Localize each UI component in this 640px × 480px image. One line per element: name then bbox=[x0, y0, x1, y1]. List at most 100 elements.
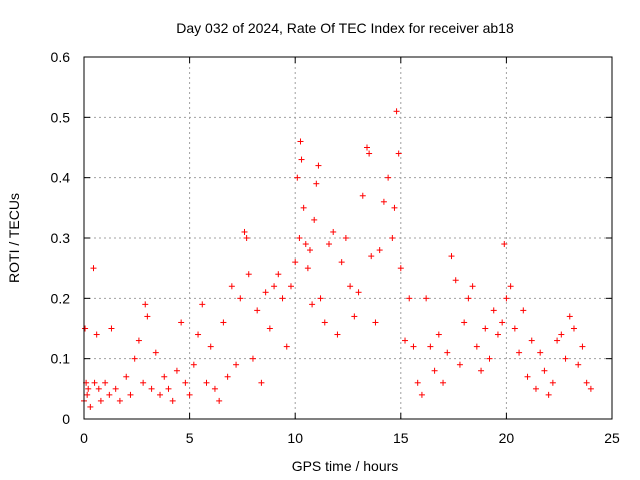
data-point bbox=[220, 319, 227, 326]
data-point bbox=[366, 150, 373, 157]
data-point bbox=[237, 295, 244, 302]
data-point bbox=[271, 283, 278, 290]
data-point bbox=[524, 373, 531, 380]
data-point bbox=[266, 325, 273, 332]
data-point bbox=[448, 253, 455, 260]
data-point bbox=[127, 391, 134, 398]
data-point bbox=[91, 379, 98, 386]
data-point bbox=[501, 241, 508, 248]
data-point bbox=[233, 361, 240, 368]
data-point bbox=[494, 331, 501, 338]
data-point bbox=[391, 204, 398, 211]
data-point bbox=[317, 295, 324, 302]
data-point bbox=[351, 313, 358, 320]
data-point bbox=[245, 271, 252, 278]
data-point bbox=[195, 331, 202, 338]
data-point bbox=[306, 247, 313, 254]
data-point bbox=[423, 295, 430, 302]
data-point bbox=[216, 397, 223, 404]
y-tick-label: 0.3 bbox=[51, 230, 71, 246]
data-point bbox=[311, 216, 318, 223]
data-point bbox=[406, 295, 413, 302]
data-point bbox=[507, 283, 514, 290]
data-point bbox=[309, 301, 316, 308]
data-point bbox=[173, 367, 180, 374]
data-point bbox=[520, 307, 527, 314]
data-point bbox=[431, 367, 438, 374]
data-point bbox=[372, 319, 379, 326]
data-point bbox=[224, 373, 231, 380]
data-point bbox=[178, 319, 185, 326]
chart-title: Day 032 of 2024, Rate Of TEC Index for r… bbox=[176, 20, 514, 36]
data-point bbox=[469, 283, 476, 290]
data-point bbox=[287, 283, 294, 290]
data-point bbox=[106, 391, 113, 398]
y-tick-label: 0.1 bbox=[51, 351, 71, 367]
data-point bbox=[338, 259, 345, 266]
data-point bbox=[427, 343, 434, 350]
data-point bbox=[321, 319, 328, 326]
data-point bbox=[334, 331, 341, 338]
data-point bbox=[330, 228, 337, 235]
data-point bbox=[482, 325, 489, 332]
data-point bbox=[294, 174, 301, 181]
data-point bbox=[511, 325, 518, 332]
grid-layer bbox=[84, 57, 612, 419]
data-point bbox=[140, 379, 147, 386]
data-point bbox=[380, 198, 387, 205]
data-point bbox=[169, 397, 176, 404]
data-point bbox=[296, 235, 303, 241]
data-point bbox=[397, 265, 404, 272]
data-point bbox=[499, 319, 506, 326]
data-point bbox=[297, 138, 304, 145]
data-point bbox=[302, 241, 309, 248]
data-point bbox=[579, 343, 586, 350]
data-point bbox=[199, 301, 206, 308]
y-tick-label: 0 bbox=[62, 411, 70, 427]
data-point bbox=[389, 235, 396, 241]
data-point bbox=[342, 235, 349, 241]
data-point bbox=[241, 228, 248, 235]
data-point bbox=[575, 361, 582, 368]
data-point bbox=[461, 319, 468, 326]
data-point bbox=[385, 174, 392, 181]
data-point bbox=[152, 349, 159, 356]
data-point bbox=[279, 295, 286, 302]
data-point bbox=[102, 379, 109, 386]
data-point bbox=[368, 253, 375, 260]
x-tick-label: 5 bbox=[186, 430, 194, 446]
x-axis-label: GPS time / hours bbox=[292, 458, 399, 474]
data-point bbox=[465, 295, 472, 302]
x-tick-label: 15 bbox=[393, 430, 409, 446]
y-axis-label: ROTI / TECUs bbox=[6, 193, 22, 283]
data-point bbox=[87, 403, 94, 410]
data-point bbox=[190, 361, 197, 368]
x-tick-label: 20 bbox=[499, 430, 515, 446]
data-point bbox=[532, 385, 539, 392]
data-point bbox=[562, 355, 569, 362]
data-point bbox=[157, 391, 164, 398]
data-point bbox=[144, 313, 151, 320]
x-tick-label: 0 bbox=[80, 430, 88, 446]
data-point bbox=[84, 391, 91, 398]
y-tick-label: 0.5 bbox=[51, 109, 71, 125]
data-point bbox=[123, 373, 130, 380]
y-tick-label: 0.6 bbox=[51, 49, 71, 65]
data-point bbox=[135, 337, 142, 344]
data-point bbox=[275, 271, 282, 278]
data-point bbox=[393, 108, 400, 115]
data-point bbox=[570, 325, 577, 332]
data-point bbox=[541, 367, 548, 374]
data-point bbox=[503, 295, 510, 302]
data-point bbox=[395, 150, 402, 157]
data-point bbox=[161, 373, 168, 380]
data-point bbox=[97, 397, 104, 404]
data-point bbox=[545, 391, 552, 398]
data-point bbox=[93, 331, 100, 338]
data-point bbox=[478, 367, 485, 374]
data-point bbox=[583, 379, 590, 386]
data-point bbox=[402, 337, 409, 344]
data-point bbox=[249, 355, 256, 362]
data-point bbox=[112, 385, 119, 392]
